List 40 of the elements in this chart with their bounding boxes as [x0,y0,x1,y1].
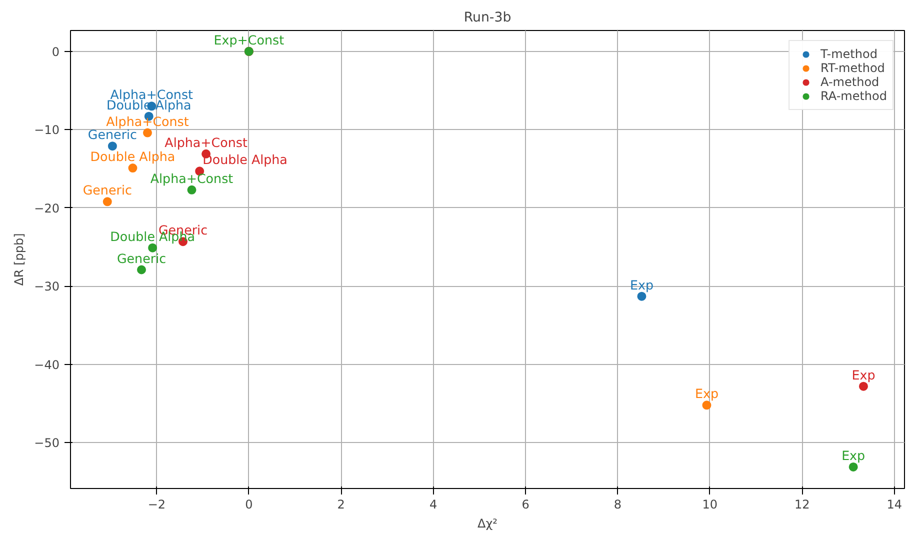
x-tick-label: 6 [522,498,530,512]
annotation: Exp [630,277,654,292]
x-tick-label: 8 [614,498,622,512]
point [137,265,146,274]
x-tick-label: 2 [337,498,345,512]
annotation: Exp [694,386,718,402]
annotation: Exp [852,367,876,382]
point [148,243,158,252]
annotation: Generic [88,127,138,142]
legend-label: A-method [820,75,880,89]
legend-label: T-method [820,47,878,61]
annotation: Exp+Const [214,32,284,48]
y-tick-label: −40 [34,358,60,372]
legend-label: RT-method [820,61,885,75]
chart-title: Run-3b [464,10,512,26]
annotation: Alpha+Const [106,114,189,129]
y-tick-label: −50 [34,436,60,450]
legend-label: RA-method [820,89,887,103]
x-axis-title: Δχ² [478,516,498,530]
x-tick-label: 4 [430,498,438,512]
y-tick-label: −30 [34,280,60,294]
annotation: Exp [842,448,866,463]
point [702,400,712,410]
annotation: Generic [82,182,132,198]
annotation: Generic [116,250,166,266]
x-tick-label: 14 [886,498,902,512]
point [102,197,112,206]
point [108,142,117,151]
annotation: Alpha+Const [164,134,248,150]
x-tick-label: 12 [794,498,810,512]
x-tick-label: 0 [245,498,253,512]
y-tick-label: 0 [52,44,60,59]
annotation: Alpha+Const [150,170,234,186]
y-tick-label: −20 [34,201,60,216]
annotation: Double Alpha [90,149,176,164]
y-tick-label: −10 [34,123,60,138]
point [128,164,138,172]
x-tick-label: −2 [148,498,166,512]
y-axis-title: ΔR [ppb] [12,233,26,286]
x-tick-label: 10 [702,498,718,512]
